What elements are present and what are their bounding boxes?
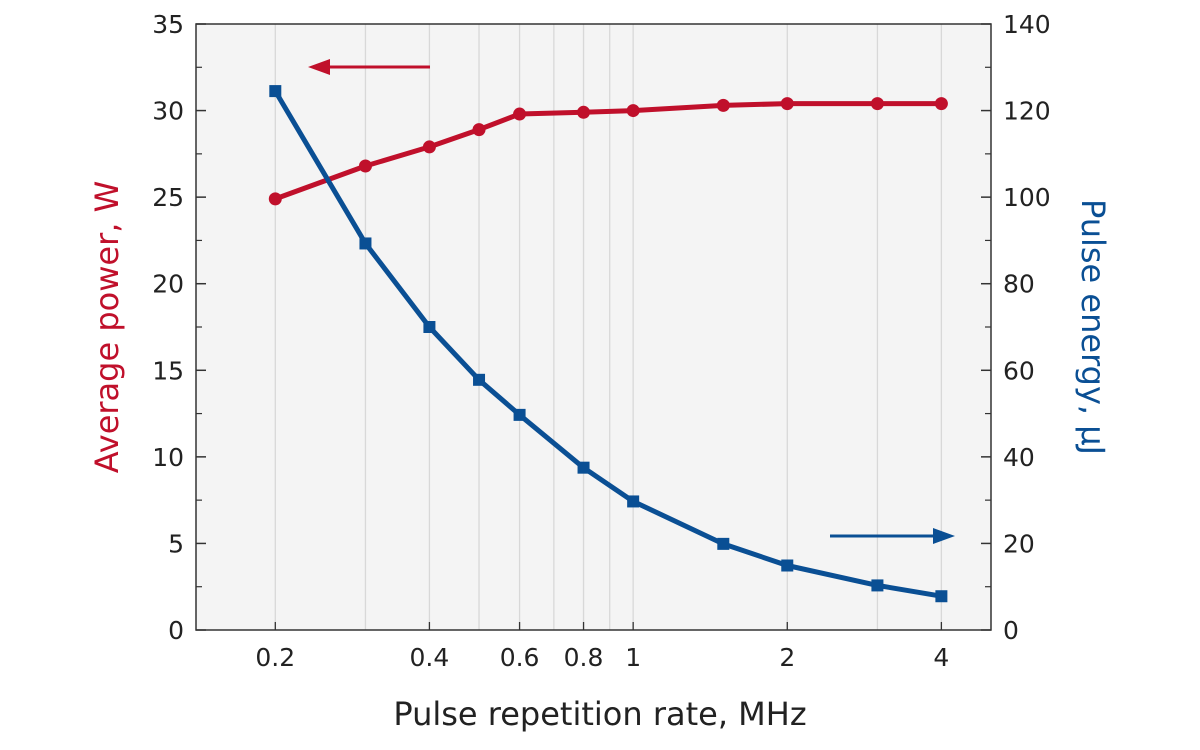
annotations	[308, 59, 955, 544]
left-tick-label: 25	[152, 183, 184, 212]
left-tick-label: 35	[152, 10, 184, 39]
right-axis-title: Pulse energy, µJ	[1074, 199, 1112, 455]
left-tick-label: 5	[168, 529, 184, 558]
pulse-energy-point	[935, 590, 948, 603]
right-tick-label: 20	[1003, 529, 1035, 558]
average-power-point	[870, 97, 884, 111]
left-tick-label: 30	[152, 97, 184, 126]
average-power-point	[780, 97, 794, 111]
average-power-point	[358, 159, 372, 173]
average-power-point	[716, 98, 730, 112]
plot-frame	[195, 23, 992, 631]
average-power-point	[422, 140, 436, 154]
pulse-energy-point	[269, 85, 282, 98]
plot-area	[196, 24, 991, 630]
right-tick-label: 120	[1003, 97, 1051, 126]
left-axis-title: Average power, W	[88, 181, 126, 473]
x-axis-title: Pulse repetition rate, MHz	[393, 695, 806, 733]
right-tick-label: 60	[1003, 356, 1035, 385]
pulse-energy-point	[871, 579, 884, 592]
average-power-point	[513, 107, 527, 121]
right-tick-label: 40	[1003, 443, 1035, 472]
right-tick-label: 80	[1003, 270, 1035, 299]
pulse-energy-point	[627, 495, 640, 508]
average-power-point	[577, 105, 591, 119]
left-tick-label: 0	[168, 616, 184, 645]
right-tick-label: 0	[1003, 616, 1019, 645]
pulse-energy-point	[781, 559, 794, 572]
pulse-energy-point	[717, 537, 730, 550]
average-power-point	[626, 104, 640, 118]
pulse-energy-point	[423, 321, 436, 333]
left-tick-label: 20	[152, 270, 184, 299]
average-power-point	[472, 123, 486, 137]
series-layer	[268, 85, 948, 603]
pulse-energy-point	[577, 461, 590, 474]
average-power-point	[934, 97, 948, 111]
x-tick-label: 1	[625, 643, 641, 672]
average-power-point	[268, 192, 282, 206]
x-tick-label: 4	[933, 643, 949, 672]
left-arrow-head	[308, 59, 330, 75]
left-tick-label: 10	[152, 443, 184, 472]
x-tick-label: 0.6	[500, 643, 540, 672]
left-axis-ticks: 0 5 10 15 20 25 30 35	[152, 10, 206, 645]
pulse-energy-point	[513, 408, 526, 421]
right-axis-ticks: 0 20 40 60 80 100 120 140	[981, 10, 1051, 645]
pulse-energy-point	[473, 373, 486, 386]
x-tick-label: 0.8	[564, 643, 604, 672]
grid-lines	[274, 24, 943, 630]
x-tick-label: 0.2	[255, 643, 295, 672]
pulse-energy-point	[359, 237, 372, 250]
x-tick-label: 2	[779, 643, 795, 672]
right-arrow-head	[933, 528, 955, 544]
x-tick-label: 0.4	[410, 643, 450, 672]
right-tick-label: 140	[1003, 10, 1051, 39]
x-axis-ticks: 0.2 0.4 0.6 0.8 1 2 4	[255, 622, 949, 672]
right-tick-label: 100	[1003, 183, 1051, 212]
left-tick-label: 15	[152, 356, 184, 385]
